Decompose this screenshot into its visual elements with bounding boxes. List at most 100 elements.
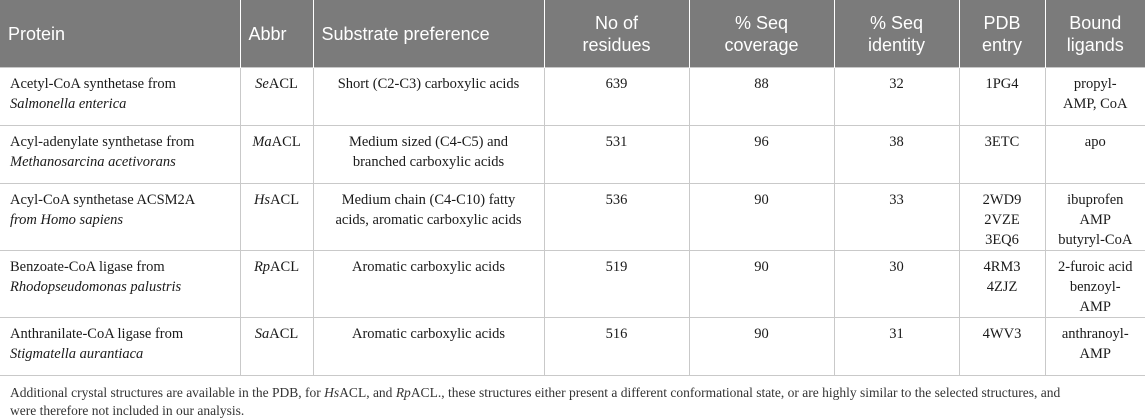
cell-residues: 516: [544, 317, 690, 376]
cell-text-residues: 536: [605, 192, 628, 208]
cell-text-abbr-italic: Ma: [252, 134, 272, 150]
cell-text-ligands-l1: apo: [1084, 134, 1106, 150]
cell-coverage: 90: [689, 317, 835, 376]
cell-text-protein-l1: Benzoate-CoA ligase from: [10, 259, 165, 275]
cell-identity: 30: [834, 250, 960, 318]
cell-residues: 531: [544, 125, 690, 184]
cell-text-substrate-l1: Aromatic carboxylic acids: [352, 326, 505, 342]
cell-text-protein-l1: Acetyl-CoA synthetase from: [10, 76, 176, 92]
cell-identity: 32: [834, 67, 960, 126]
cell-protein: Anthranilate-CoA ligase from Stigmatella …: [0, 317, 241, 376]
cell-protein: Acyl-adenylate synthetase from Methanosar…: [0, 125, 241, 184]
table-row: Acyl-adenylate synthetase from Methanosar…: [0, 125, 1145, 184]
cell-text-coverage: 90: [754, 259, 769, 275]
header-identity: % Seq identity: [834, 0, 960, 68]
cell-text-coverage: 96: [754, 134, 769, 150]
cell-text-coverage: 88: [754, 76, 769, 92]
header-abbr: Abbr: [240, 0, 314, 68]
cell-text-abbr-rest: ACL: [270, 192, 300, 208]
cell-protein: Acetyl-CoA synthetase from Salmonella ent…: [0, 67, 241, 126]
cell-identity: 33: [834, 183, 960, 251]
cell-ligands: 2-furoic acid benzoyl- AMP: [1045, 250, 1145, 318]
header-pdb: PDB entry: [959, 0, 1046, 68]
cell-text-identity: 32: [889, 76, 904, 92]
cell-text-abbr-italic: Sa: [254, 326, 270, 342]
cell-pdb: 1PG4: [959, 67, 1046, 126]
header-coverage: % Seq coverage: [689, 0, 835, 68]
cell-residues: 519: [544, 250, 690, 318]
cell-text-pdb-l1: 4RM3 4ZJZ: [983, 259, 1021, 295]
cell-abbr: SeACL: [240, 67, 314, 126]
cell-text-protein-l2: from Homo sapiens: [10, 212, 124, 228]
cell-coverage: 96: [689, 125, 835, 184]
cell-text-protein-l2: Rhodopseudomonas palustris: [10, 279, 182, 295]
cell-pdb: 3ETC: [959, 125, 1046, 184]
cell-text-pdb-l1: 1PG4: [985, 76, 1019, 92]
cell-pdb: 4RM3 4ZJZ: [959, 250, 1046, 318]
cell-text-pdb-l1: 4WV3: [982, 326, 1022, 342]
cell-text-ligands-l1: ibuprofen AMP: [1067, 192, 1124, 228]
header-row: Protein Abbr Substrate preference No of r…: [0, 0, 1145, 68]
cell-text-ligands-l2: benzoyl- AMP: [1069, 279, 1121, 315]
cell-text-coverage: 90: [754, 192, 769, 208]
cell-residues: 639: [544, 67, 690, 126]
cell-text-pdb-l1: 3ETC: [984, 134, 1020, 150]
cell-text-coverage: 90: [754, 326, 769, 342]
cell-abbr: HsACL: [240, 183, 314, 251]
cell-abbr: SaACL: [240, 317, 314, 376]
cell-text-abbr-rest: ACL: [271, 134, 301, 150]
cell-residues: 536: [544, 183, 690, 251]
cell-text-identity: 38: [889, 134, 904, 150]
cell-text-identity: 33: [889, 192, 904, 208]
cell-text-pdb-l1: 2WD9: [982, 192, 1022, 208]
table-row: Acetyl-CoA synthetase from Salmonella ent…: [0, 67, 1145, 126]
cell-text-ligands-l1: 2-furoic acid: [1058, 259, 1133, 275]
cell-text-ligands-l1: anthranoyl-: [1061, 326, 1129, 342]
cell-substrate: Medium sized (C4-C5) and branched carboxy…: [313, 125, 545, 184]
cell-ligands: ibuprofen AMP butyryl-CoA: [1045, 183, 1145, 251]
protein-table: Protein Abbr Substrate preference No of r…: [0, 0, 1145, 376]
cell-text-protein-l2: Stigmatella aurantiaca: [10, 346, 144, 362]
cell-text-substrate-l2: branched carboxylic acids: [352, 154, 505, 170]
table-header: Protein Abbr Substrate preference No of r…: [0, 0, 1145, 68]
cell-text-protein-l1: Acyl-CoA synthetase ACSM2A: [10, 192, 196, 208]
table-body: Acetyl-CoA synthetase from Salmonella ent…: [0, 67, 1145, 376]
cell-substrate: Aromatic carboxylic acids: [313, 317, 545, 376]
table-row: Benzoate-CoA ligase from Rhodopseudomonas…: [0, 250, 1145, 318]
cell-ligands: anthranoyl- AMP: [1045, 317, 1145, 376]
cell-text-abbr-italic: Hs: [253, 192, 271, 208]
header-protein: Protein: [0, 0, 241, 68]
table-row: Acyl-CoA synthetase ACSM2A from Homo sapi…: [0, 183, 1145, 251]
cell-text-substrate-l1: Medium chain (C4-C10) fatty: [341, 192, 516, 208]
cell-text-ligands-l2: AMP: [1079, 346, 1111, 362]
cell-abbr: RpACL: [240, 250, 314, 318]
cell-text-identity: 30: [889, 259, 904, 275]
cell-text-abbr-italic: Se: [255, 76, 269, 92]
cell-ligands: propyl- AMP, CoA: [1045, 67, 1145, 126]
cell-pdb: 4WV3: [959, 317, 1046, 376]
cell-text-abbr-italic: Rp: [253, 259, 271, 275]
cell-identity: 38: [834, 125, 960, 184]
cell-text-substrate-l1: Short (C2-C3) carboxylic acids: [337, 76, 520, 92]
cell-text-abbr-rest: ACL: [270, 259, 300, 275]
cell-coverage: 90: [689, 250, 835, 318]
cell-text-protein-l1: Acyl-adenylate synthetase from: [10, 134, 195, 150]
cell-text-residues: 516: [605, 326, 628, 342]
cell-protein: Benzoate-CoA ligase from Rhodopseudomonas…: [0, 250, 241, 318]
cell-text-pdb-l2: 2VZE 3EQ6: [984, 212, 1020, 248]
cell-text-protein-l2: Methanosarcina acetivorans: [10, 154, 176, 170]
cell-substrate: Medium chain (C4-C10) fatty acids, aromat…: [313, 183, 545, 251]
cell-substrate: Short (C2-C3) carboxylic acids: [313, 67, 545, 126]
header-ligands: Bound ligands: [1045, 0, 1145, 68]
cell-pdb: 2WD9 2VZE 3EQ6: [959, 183, 1046, 251]
cell-coverage: 90: [689, 183, 835, 251]
cell-text-substrate-l2: acids, aromatic carboxylic acids: [335, 212, 522, 228]
table-row: Anthranilate-CoA ligase from Stigmatella …: [0, 317, 1145, 376]
cell-text-abbr-rest: ACL: [268, 76, 298, 92]
cell-text-ligands-l2: butyryl-CoA: [1058, 232, 1133, 248]
header-substrate: Substrate preference: [313, 0, 545, 68]
cell-text-protein-l2: Salmonella enterica: [10, 96, 127, 112]
cell-ligands: apo: [1045, 125, 1145, 184]
cell-abbr: MaACL: [240, 125, 314, 184]
